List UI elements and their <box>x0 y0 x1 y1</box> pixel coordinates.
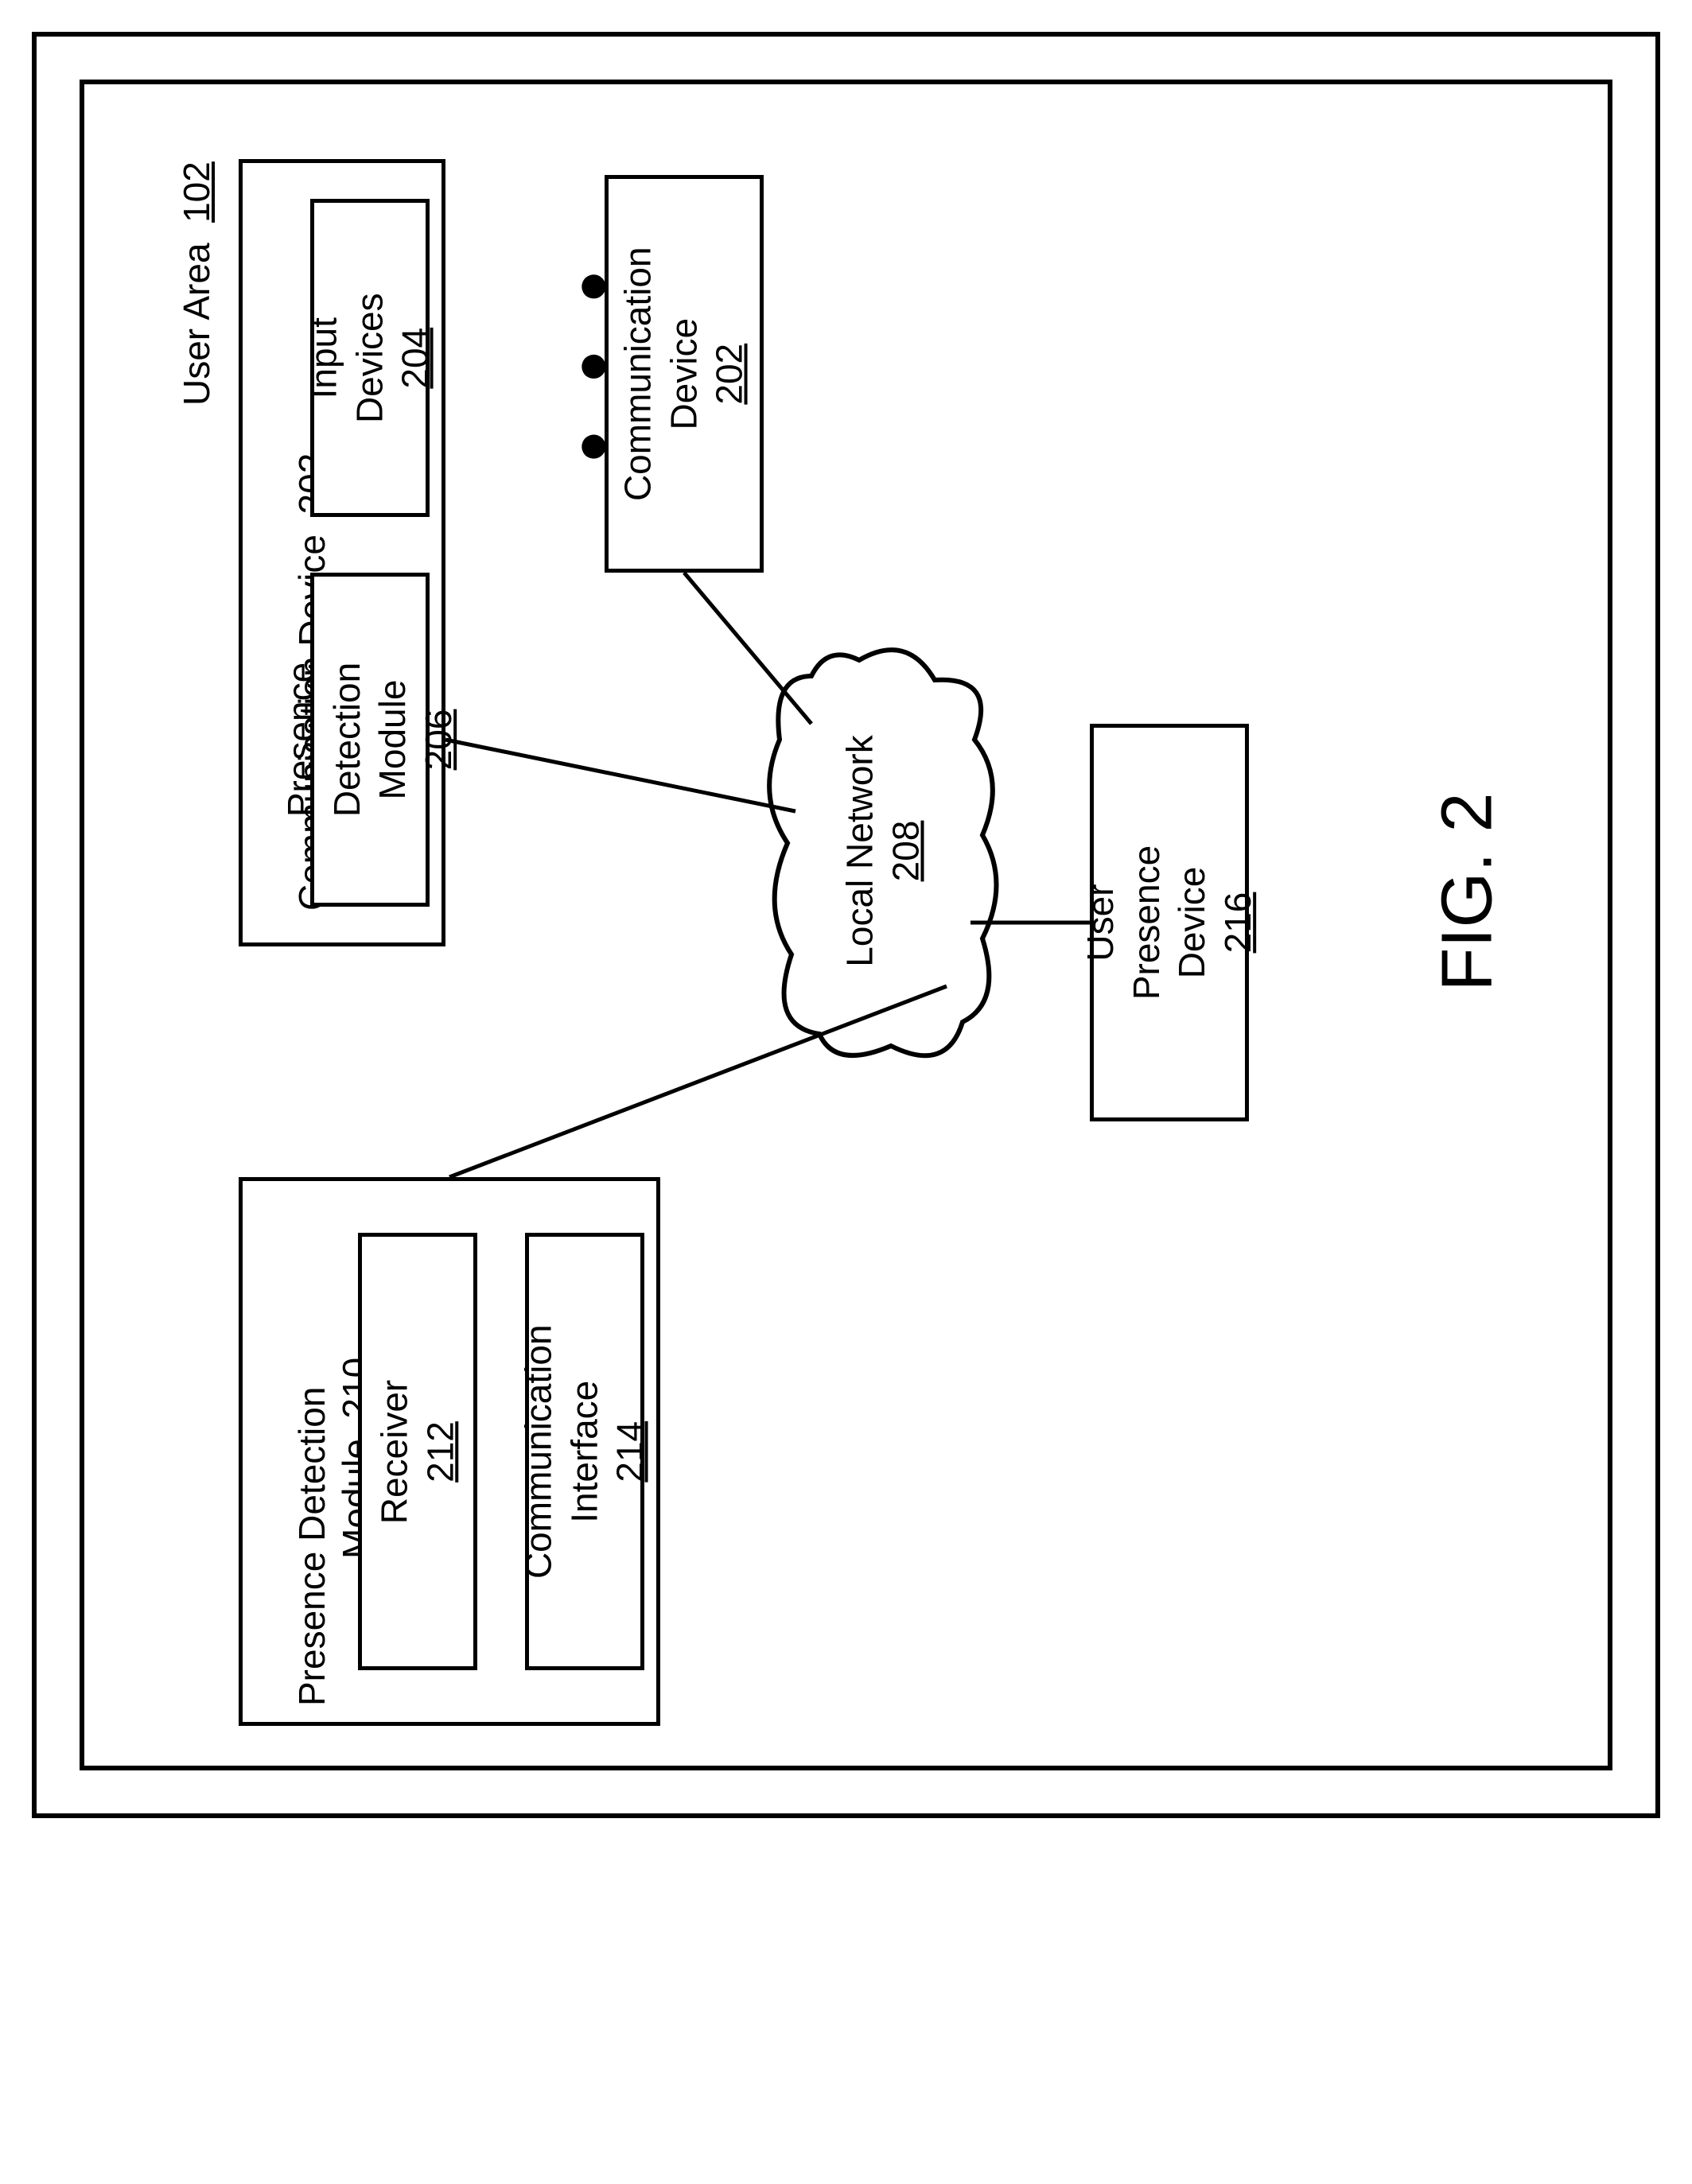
input-devices-label-wrap: Input Devices 204 <box>301 293 439 423</box>
comm-device-small-l2: Device <box>663 318 704 430</box>
upd-l1: User Presence <box>1079 845 1167 1000</box>
input-devices-l2: Devices <box>348 293 390 423</box>
pdm-inner-l1: Presence <box>280 663 321 817</box>
local-network-ref: 208 <box>885 821 926 882</box>
pdm-label-l1: Presence Detection <box>291 1387 333 1706</box>
communication-device-small-box: Communication Device 202 <box>605 175 764 573</box>
figure-label: FIG. 2 <box>1427 792 1509 991</box>
user-area-title: User Area 102 <box>175 161 218 406</box>
ci-label-wrap: Communication Interface 214 <box>516 1324 654 1579</box>
diagram-canvas: User Area 102 Communication Device 202 I… <box>32 32 1660 2152</box>
figure-label-text: FIG. 2 <box>1428 792 1507 991</box>
upd-ref: 216 <box>1217 892 1258 954</box>
comm-device-small-label-wrap: Communication Device 202 <box>616 247 753 501</box>
input-devices-box: Input Devices 204 <box>310 199 430 517</box>
local-network-label-wrap: Local Network 208 <box>838 735 929 966</box>
comm-device-small-ref: 202 <box>709 344 750 405</box>
ci-ref: 214 <box>609 1421 651 1483</box>
receiver-label-wrap: Receiver 212 <box>372 1379 464 1524</box>
input-devices-l1: Input <box>303 317 344 398</box>
comm-device-small-l1: Communication <box>617 247 659 501</box>
pdm-inner-ref: 206 <box>418 709 459 771</box>
user-area-label: User Area <box>176 243 217 406</box>
pdm-inner-l2: Detection <box>326 663 368 817</box>
pdm-title-l1: Presence Detection <box>290 1387 333 1706</box>
upd-l2: Device <box>1171 867 1212 979</box>
pdm-inner-l3: Module <box>371 680 413 800</box>
receiver-box: Receiver 212 <box>358 1233 477 1670</box>
local-network-cloud: Local Network 208 <box>764 636 1002 1066</box>
local-network-label: Local Network <box>839 735 881 966</box>
upd-label-wrap: User Presence Device 216 <box>1078 845 1261 1000</box>
user-area-ref: 102 <box>176 161 217 223</box>
ci-l1: Communication <box>518 1324 559 1579</box>
receiver-label: Receiver <box>374 1379 415 1524</box>
ci-l2: Interface <box>563 1381 605 1523</box>
ellipsis-dots: ● ● ● <box>574 270 607 464</box>
receiver-ref: 212 <box>419 1421 461 1483</box>
communication-interface-box: Communication Interface 214 <box>525 1233 644 1670</box>
input-devices-ref: 204 <box>395 328 436 389</box>
presence-detection-inner-box: Presence Detection Module 206 <box>310 573 430 907</box>
user-presence-device-box: User Presence Device 216 <box>1090 724 1249 1121</box>
pdm-inner-label-wrap: Presence Detection Module 206 <box>278 663 461 817</box>
